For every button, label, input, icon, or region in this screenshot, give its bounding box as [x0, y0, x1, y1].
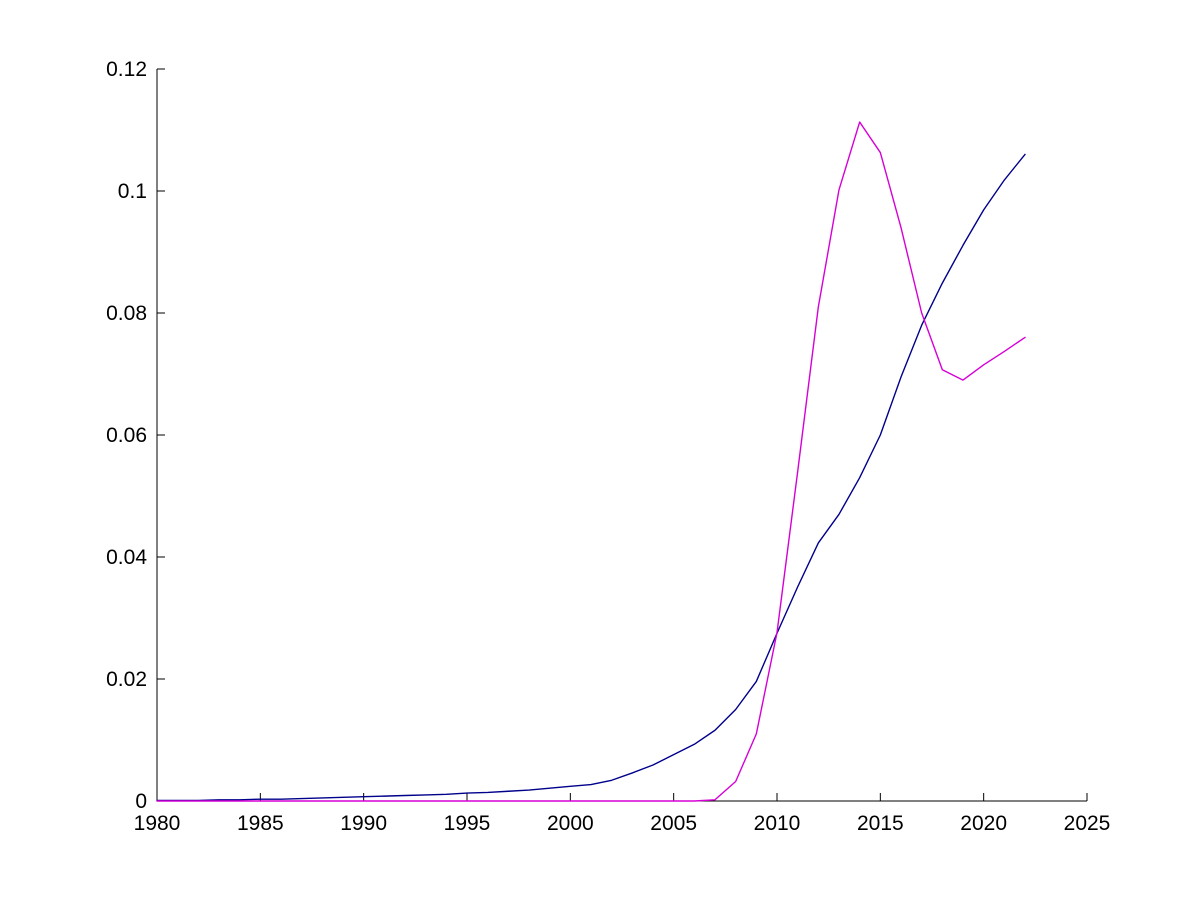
x-tick-label: 1980: [134, 812, 181, 835]
series-line-magenta-spike-curve: [156, 121, 1026, 802]
y-tick-label: 0.12: [106, 58, 147, 81]
x-tick-label: 2005: [650, 812, 697, 835]
y-tick-label: 0.02: [106, 668, 147, 691]
y-tick-label: 0.04: [106, 546, 147, 569]
x-tick-label: 2025: [1064, 812, 1111, 835]
x-tick-label: 1990: [340, 812, 387, 835]
y-tick-label: 0: [135, 790, 147, 813]
x-tick-label: 2010: [754, 812, 801, 835]
y-tick-label: 0.06: [106, 424, 147, 447]
x-tick-label: 2015: [857, 812, 904, 835]
y-tick-label: 0.1: [118, 180, 147, 203]
x-tick-label: 1985: [237, 812, 284, 835]
y-tick-label: 0.08: [106, 302, 147, 325]
x-tick-label: 1995: [444, 812, 491, 835]
x-tick-label: 2020: [960, 812, 1007, 835]
series-line-smooth-dark-blue-curve: [156, 153, 1026, 802]
x-tick-label: 2000: [547, 812, 594, 835]
